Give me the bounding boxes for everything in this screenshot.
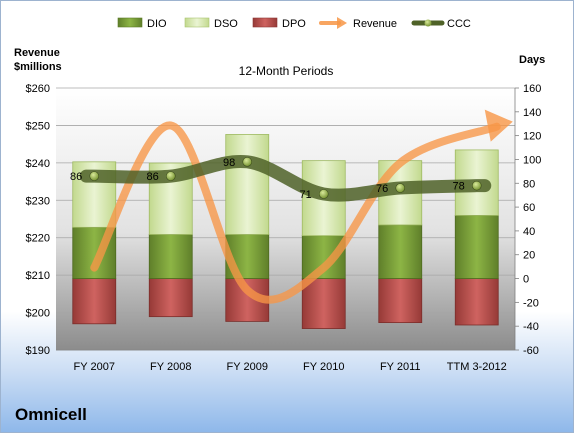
ccc-data-label: 98 (223, 157, 235, 169)
legend-revenue-arrow-icon (319, 17, 347, 29)
right-tick-label: 40 (523, 226, 535, 238)
right-axis-title: Days (519, 54, 545, 66)
x-tick-label: FY 2010 (303, 361, 344, 373)
left-tick-label: $200 (26, 308, 50, 320)
left-tick-label: $230 (26, 195, 50, 207)
legend-label-dpo: DPO (282, 18, 306, 30)
left-tick-label: $250 (26, 120, 50, 132)
revenue-series (90, 109, 513, 304)
bar-dpo (454, 278, 499, 326)
ccc-data-label: 86 (147, 171, 159, 183)
ccc-point (395, 183, 406, 193)
legend-label-dio: DIO (147, 18, 167, 30)
ccc-point (471, 180, 482, 191)
bar-dio (378, 224, 423, 279)
ccc-point (318, 189, 329, 199)
bar-dpo (378, 278, 423, 324)
left-tick-label: $260 (26, 83, 50, 95)
legend-swatch-dpo (252, 17, 278, 28)
left-tick-label: $220 (26, 233, 50, 245)
right-tick-label: 60 (523, 202, 535, 214)
legend-label-revenue: Revenue (353, 18, 397, 30)
bar-dpo (301, 278, 346, 329)
right-tick-label: 0 (523, 274, 529, 286)
revenue-arrowhead (484, 109, 513, 142)
ccc-data-label: 71 (300, 189, 312, 201)
x-tick-label: FY 2007 (74, 361, 115, 373)
right-tick-label: 20 (523, 250, 535, 262)
left-axis-title-line1: Revenue (14, 47, 60, 59)
ccc-point (242, 157, 253, 167)
right-tick-label: 160 (523, 83, 541, 95)
ccc-data-label: 78 (453, 181, 465, 193)
left-tick-label: $210 (26, 270, 50, 282)
bar-dio (454, 215, 499, 279)
axes: $190 $200 $210 $220 $230 $240 $250 $260 -60 -40 -2… (26, 83, 542, 373)
bar-dpo (72, 278, 117, 325)
bar-dso (225, 134, 270, 235)
ccc-line (79, 154, 492, 202)
ccc-data-label: 86 (70, 171, 82, 183)
bar-dpo (148, 278, 193, 318)
right-tick-label: 140 (523, 107, 541, 119)
bars (72, 134, 499, 329)
revenue-line (90, 121, 501, 304)
left-tick-label: $240 (26, 158, 50, 170)
x-tick-label: FY 2011 (380, 361, 421, 373)
right-tick-label: -60 (523, 345, 539, 357)
ccc-series: 86 86 98 71 76 78 (70, 154, 492, 202)
legend-label-ccc: CCC (447, 18, 471, 30)
x-tick-label: FY 2008 (150, 361, 191, 373)
right-tick-label: 80 (523, 178, 535, 190)
x-tick-label: FY 2009 (227, 361, 268, 373)
right-tick-label: -20 (523, 297, 539, 309)
legend-swatch-dio (117, 17, 143, 28)
legend-swatch-dso (184, 17, 210, 28)
left-tick-label: $190 (26, 345, 50, 357)
right-tick-label: -40 (523, 321, 539, 333)
legend: DIO DSO DPO Revenue CCC (117, 17, 471, 30)
company-name: Omnicell (15, 405, 87, 424)
chart-title: 12-Month Periods (239, 64, 334, 78)
plot-area (56, 88, 515, 350)
ccc-point (165, 171, 176, 181)
legend-label-dso: DSO (214, 18, 238, 30)
left-axis-title-line2: $millions (14, 61, 62, 73)
x-tick-label: TTM 3-2012 (447, 361, 507, 373)
bar-dio (148, 234, 193, 279)
right-tick-label: 100 (523, 154, 541, 166)
right-tick-label: 120 (523, 131, 541, 143)
ccc-data-label: 76 (376, 183, 388, 195)
ccc-point (89, 171, 100, 181)
legend-ccc-line-icon (411, 19, 445, 27)
